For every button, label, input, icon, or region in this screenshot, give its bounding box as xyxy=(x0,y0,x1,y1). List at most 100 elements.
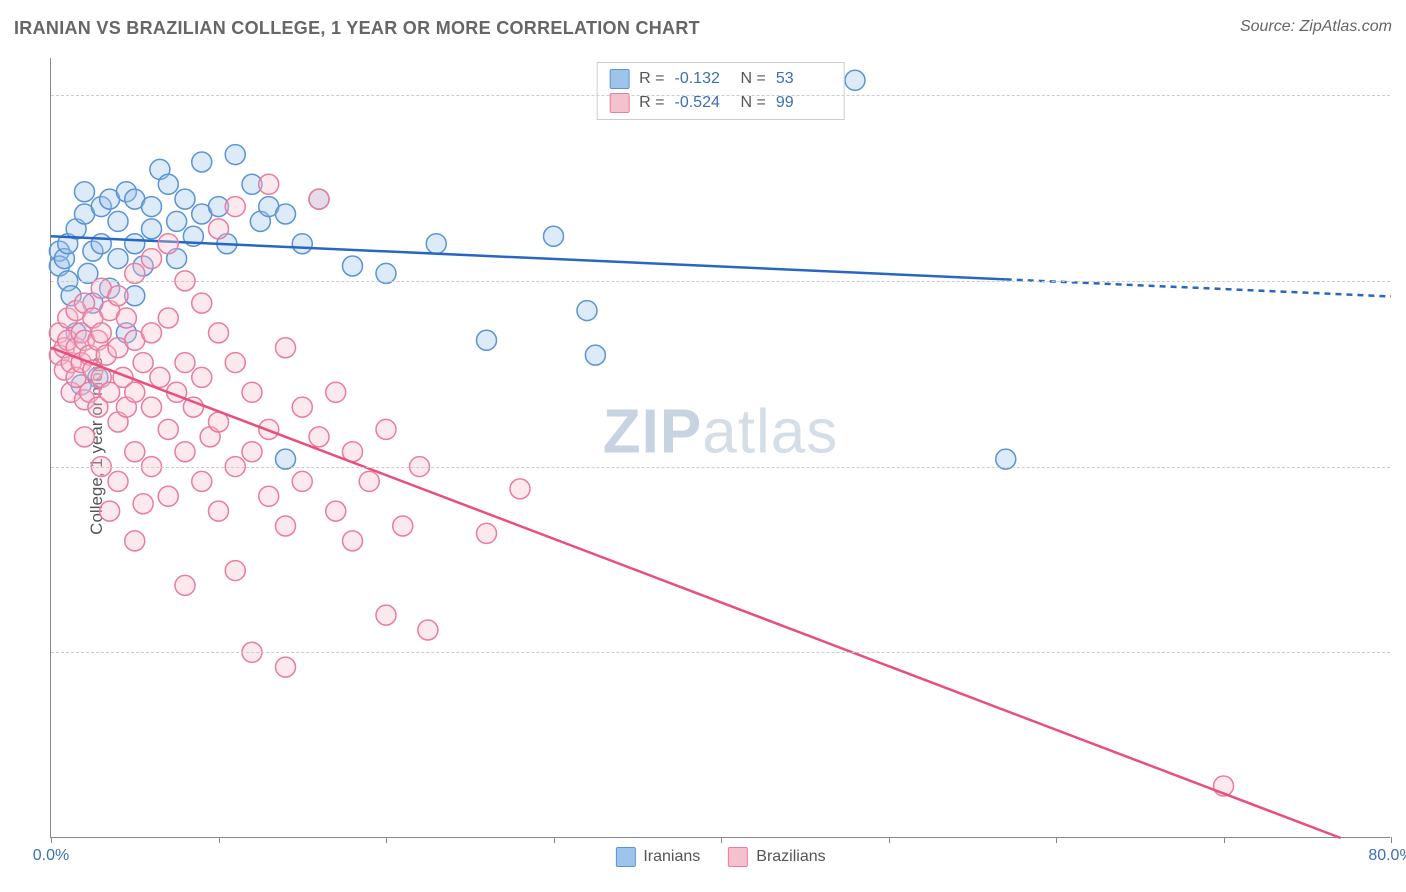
data-point-iranians xyxy=(845,70,865,90)
legend-item-brazilians: Brazilians xyxy=(728,847,825,867)
data-point-brazilians xyxy=(142,397,162,417)
plot-svg xyxy=(51,58,1390,837)
data-point-iranians xyxy=(577,301,597,321)
data-point-brazilians xyxy=(376,419,396,439)
data-point-brazilians xyxy=(158,234,178,254)
data-point-iranians xyxy=(343,256,363,276)
corr-n-value: 53 xyxy=(776,70,832,88)
data-point-iranians xyxy=(91,234,111,254)
gridline xyxy=(51,652,1390,653)
x-tick xyxy=(721,837,722,843)
data-point-iranians xyxy=(426,234,446,254)
data-point-brazilians xyxy=(133,494,153,514)
data-point-brazilians xyxy=(125,442,145,462)
data-point-iranians xyxy=(585,345,605,365)
legend-item-iranians: Iranians xyxy=(615,847,700,867)
x-tick xyxy=(219,837,220,843)
data-point-brazilians xyxy=(477,523,497,543)
data-point-brazilians xyxy=(292,397,312,417)
data-point-brazilians xyxy=(276,516,296,536)
correlation-legend: R = -0.132 N = 53R = -0.524 N = 99 xyxy=(596,62,845,120)
corr-n-value: 99 xyxy=(776,94,832,112)
data-point-iranians xyxy=(175,189,195,209)
data-point-brazilians xyxy=(209,501,229,521)
data-point-brazilians xyxy=(225,353,245,373)
corr-n-label: N = xyxy=(741,70,766,88)
data-point-brazilians xyxy=(192,367,212,387)
data-point-brazilians xyxy=(242,442,262,462)
data-point-brazilians xyxy=(309,189,329,209)
swatch-iranians-icon xyxy=(609,69,629,89)
data-point-brazilians xyxy=(343,531,363,551)
x-tick xyxy=(554,837,555,843)
data-point-brazilians xyxy=(376,605,396,625)
data-point-brazilians xyxy=(133,353,153,373)
data-point-brazilians xyxy=(259,174,279,194)
corr-legend-row-iranians: R = -0.132 N = 53 xyxy=(609,67,832,91)
data-point-brazilians xyxy=(175,353,195,373)
data-point-brazilians xyxy=(175,575,195,595)
data-point-iranians xyxy=(108,211,128,231)
data-point-brazilians xyxy=(150,367,170,387)
data-point-brazilians xyxy=(209,219,229,239)
data-point-iranians xyxy=(75,182,95,202)
data-point-brazilians xyxy=(158,308,178,328)
data-point-brazilians xyxy=(116,308,136,328)
legend-label: Iranians xyxy=(643,848,700,866)
data-point-brazilians xyxy=(100,501,120,521)
data-point-brazilians xyxy=(108,286,128,306)
trendline-iranians xyxy=(51,236,1006,279)
chart-source: Source: ZipAtlas.com xyxy=(1240,18,1392,36)
data-point-brazilians xyxy=(225,561,245,581)
data-point-brazilians xyxy=(192,471,212,491)
data-point-brazilians xyxy=(292,471,312,491)
data-point-brazilians xyxy=(510,479,530,499)
data-point-iranians xyxy=(276,204,296,224)
swatch-brazilians-icon xyxy=(728,847,748,867)
data-point-brazilians xyxy=(326,382,346,402)
data-point-iranians xyxy=(544,226,564,246)
data-point-brazilians xyxy=(276,338,296,358)
data-point-iranians xyxy=(477,330,497,350)
plot-area: ZIPatlas R = -0.132N = 53R = -0.524N = 9… xyxy=(50,58,1390,838)
x-tick-label: 0.0% xyxy=(33,847,69,865)
data-point-iranians xyxy=(225,145,245,165)
x-tick xyxy=(386,837,387,843)
data-point-brazilians xyxy=(142,249,162,269)
data-point-brazilians xyxy=(158,486,178,506)
data-point-iranians xyxy=(125,234,145,254)
corr-r-value: -0.524 xyxy=(675,94,731,112)
trendline-brazilians xyxy=(51,348,1341,838)
data-point-brazilians xyxy=(125,382,145,402)
data-point-iranians xyxy=(142,219,162,239)
x-tick-label: 80.0% xyxy=(1368,847,1406,865)
corr-r-value: -0.132 xyxy=(675,70,731,88)
data-point-brazilians xyxy=(209,323,229,343)
data-point-brazilians xyxy=(192,293,212,313)
x-tick xyxy=(1391,837,1392,843)
data-point-iranians xyxy=(108,249,128,269)
x-tick xyxy=(889,837,890,843)
data-point-brazilians xyxy=(276,657,296,677)
swatch-iranians-icon xyxy=(615,847,635,867)
x-tick xyxy=(1224,837,1225,843)
data-point-iranians xyxy=(158,174,178,194)
data-point-brazilians xyxy=(175,442,195,462)
chart-title: IRANIAN VS BRAZILIAN COLLEGE, 1 YEAR OR … xyxy=(14,18,700,39)
gridline xyxy=(51,95,1390,96)
series-legend: Iranians Brazilians xyxy=(615,847,825,867)
trendline-extrap-iranians xyxy=(1006,279,1391,296)
data-point-iranians xyxy=(167,211,187,231)
gridline xyxy=(51,281,1390,282)
data-point-brazilians xyxy=(309,427,329,447)
data-point-brazilians xyxy=(142,323,162,343)
data-point-brazilians xyxy=(418,620,438,640)
data-point-brazilians xyxy=(108,471,128,491)
corr-r-label: R = xyxy=(639,70,664,88)
data-point-brazilians xyxy=(158,419,178,439)
data-point-brazilians xyxy=(359,471,379,491)
data-point-brazilians xyxy=(326,501,346,521)
data-point-brazilians xyxy=(393,516,413,536)
data-point-iranians xyxy=(142,197,162,217)
data-point-brazilians xyxy=(75,427,95,447)
